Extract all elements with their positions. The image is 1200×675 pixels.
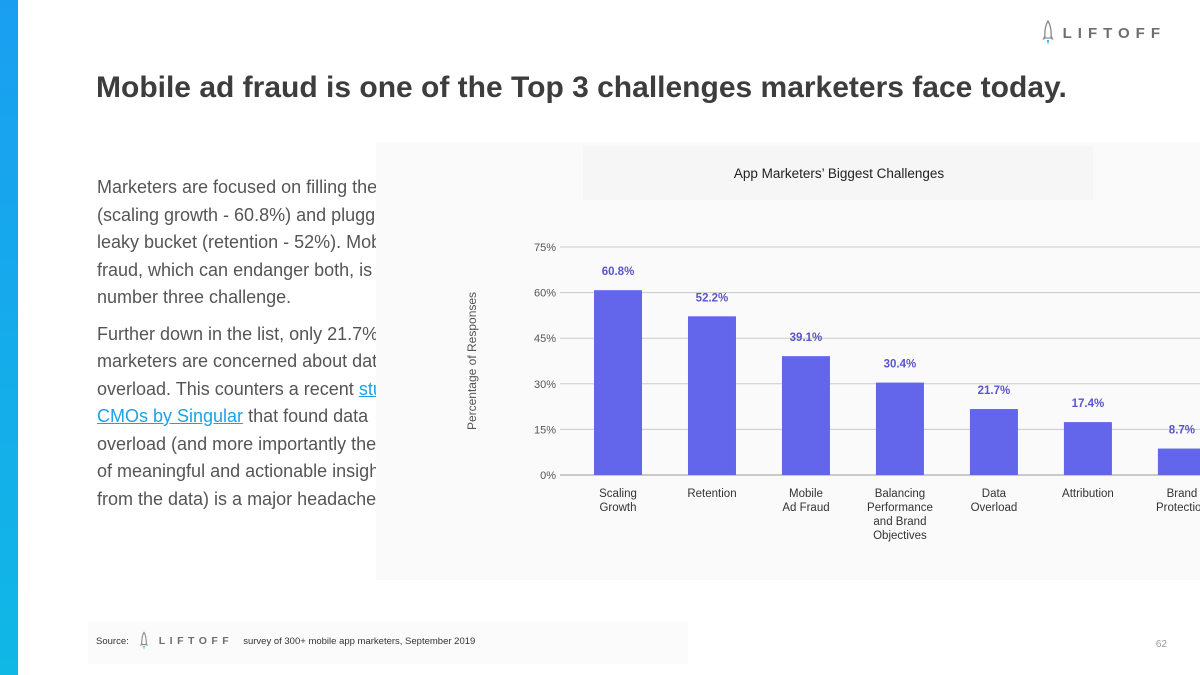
- paragraph-2-end: that found data overload (and more impor…: [97, 406, 414, 509]
- bar: [969, 409, 1018, 475]
- bar: [781, 356, 830, 475]
- data-label: 21.7%: [978, 385, 1011, 397]
- liftoff-logo: LIFTOFF: [1041, 20, 1166, 46]
- x-tick-label: Ad Fraud: [782, 502, 829, 514]
- bar-chart: 0% 15% 30% 45% 60% 75% Percentage of Responses…: [465, 242, 1200, 542]
- y-tick-label: 15%: [534, 424, 556, 436]
- source-logo-text: LIFTOFF: [158, 635, 234, 647]
- data-label: 60.8%: [602, 266, 635, 278]
- y-tick-label: 45%: [534, 333, 556, 345]
- page-number: 62: [1155, 639, 1167, 650]
- source-label: Source:: [96, 635, 129, 647]
- accent-bar: [0, 0, 18, 675]
- source-box: [88, 622, 688, 664]
- x-tick-label: Brand: [1167, 488, 1198, 500]
- x-tick-label: Overload: [971, 502, 1018, 514]
- bar: [1157, 448, 1200, 475]
- x-tick-label: Balancing: [875, 488, 926, 500]
- x-tick-label: Performance: [867, 502, 933, 514]
- bar: [875, 382, 924, 475]
- x-tick-label: Scaling: [599, 488, 637, 500]
- data-label: 17.4%: [1072, 398, 1105, 410]
- bar: [1063, 422, 1112, 475]
- x-tick-label: and Brand: [873, 516, 926, 528]
- data-label: 8.7%: [1169, 425, 1195, 437]
- body-text: Marketers are focused on filling the fun…: [97, 174, 432, 522]
- rocket-icon: [139, 631, 148, 650]
- data-label: 52.2%: [696, 292, 729, 304]
- data-label: 39.1%: [790, 332, 823, 344]
- x-tick-label: Attribution: [1062, 488, 1114, 500]
- y-tick-label: 30%: [534, 379, 556, 391]
- data-label: 30.4%: [884, 359, 917, 371]
- x-tick-label: Data: [982, 488, 1007, 500]
- logo-text: LIFTOFF: [1062, 24, 1166, 42]
- bar: [687, 316, 736, 475]
- chart-title: App Marketers’ Biggest Challenges: [733, 166, 945, 181]
- bar: [594, 290, 642, 475]
- paragraph-2-start: Further down in the list, only 21.7% of …: [97, 323, 399, 399]
- x-tick-label: Objectives: [873, 530, 927, 542]
- y-tick-label: 75%: [534, 242, 556, 254]
- y-tick-label: 0%: [540, 470, 556, 482]
- x-tick-label: Protection: [1156, 502, 1200, 514]
- x-tick-label: Retention: [687, 488, 736, 500]
- slide-title: Mobile ad fraud is one of the Top 3 chal…: [96, 71, 1067, 104]
- rocket-icon: [1042, 20, 1054, 45]
- x-tick-label: Growth: [599, 502, 636, 514]
- x-tick-label: Mobile: [789, 488, 823, 500]
- paragraph-1: Marketers are focused on filling the fun…: [97, 177, 432, 307]
- source-text: survey of 300+ mobile app marketers, Sep…: [243, 635, 476, 647]
- source-line: Source: LIFTOFF survey of 300+ mobile ap…: [96, 631, 475, 651]
- y-axis-label: Percentage of Responses: [465, 292, 479, 430]
- chart-title-box: [583, 146, 1093, 200]
- y-tick-label: 60%: [534, 288, 556, 300]
